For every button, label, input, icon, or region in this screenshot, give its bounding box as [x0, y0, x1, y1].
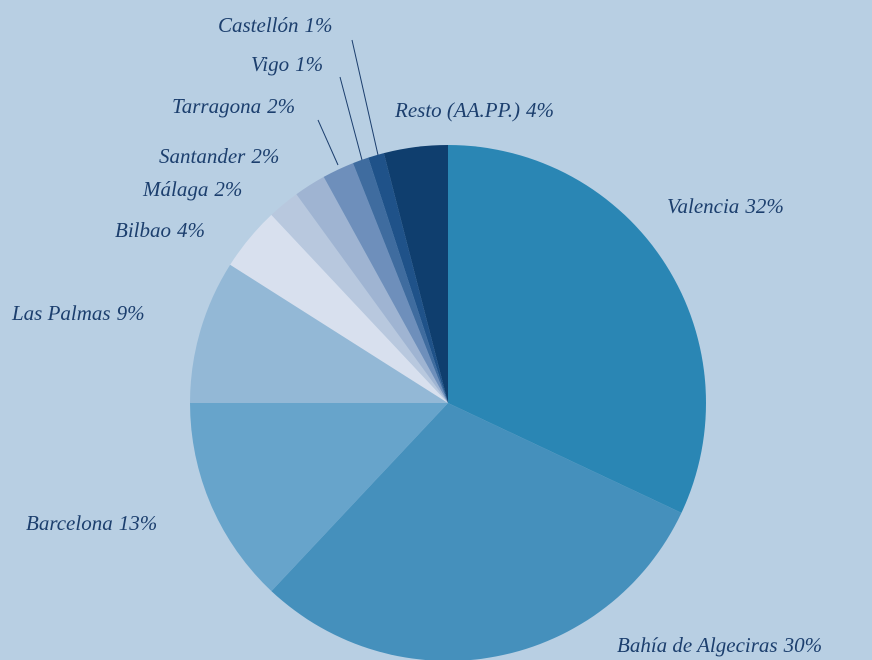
slice-label: Vigo 1%	[251, 52, 323, 76]
pie-slice	[448, 145, 706, 513]
slice-name: Castellón	[218, 13, 299, 37]
slice-name: Barcelona	[26, 511, 113, 535]
leader-line	[339, 76, 363, 161]
pie-slice	[190, 264, 448, 403]
slice-label: Resto (AA.PP.) 4%	[394, 98, 554, 122]
slice-value: 32%	[744, 194, 784, 218]
slice-value: 30%	[783, 633, 823, 657]
slice-value: 1%	[305, 13, 333, 37]
slice-label: Castellón 1%	[218, 13, 333, 37]
slice-value: 2%	[214, 177, 242, 201]
pie-slice	[190, 403, 448, 592]
slice-label: Barcelona 13%	[26, 511, 157, 535]
pie-slice	[353, 157, 448, 403]
slice-name: Resto (AA.PP.)	[394, 98, 520, 122]
slice-label: Las Palmas 9%	[11, 301, 145, 325]
slice-value: 4%	[526, 98, 554, 122]
slice-name: Santander	[159, 144, 246, 168]
slice-name: Bilbao	[115, 218, 171, 242]
slice-value: 1%	[295, 52, 323, 76]
slice-name: Tarragona	[172, 94, 261, 118]
pie-slice	[323, 163, 448, 403]
slice-label: Valencia 32%	[667, 194, 784, 218]
slice-label: Málaga 2%	[142, 177, 242, 201]
leader-line	[351, 39, 379, 156]
slice-value: 4%	[177, 218, 205, 242]
slice-value: 2%	[267, 94, 295, 118]
slice-name: Valencia	[667, 194, 739, 218]
pie-slice	[296, 176, 448, 403]
slice-value: 13%	[119, 511, 158, 535]
slice-label: Santander 2%	[159, 144, 279, 168]
leader-line	[317, 119, 339, 166]
pie-slice	[368, 153, 448, 403]
pie-slice	[271, 194, 448, 403]
slice-name: Las Palmas	[11, 301, 111, 325]
slice-name: Vigo	[251, 52, 289, 76]
slice-value: 9%	[117, 301, 145, 325]
slice-label: Bilbao 4%	[115, 218, 205, 242]
pie-slice	[383, 145, 448, 403]
slice-label: Bahía de Algeciras 30%	[617, 633, 822, 657]
slice-name: Málaga	[142, 177, 208, 201]
slice-name: Bahía de Algeciras	[617, 633, 778, 657]
pie-slice	[271, 403, 682, 660]
slice-label: Tarragona 2%	[172, 94, 295, 118]
pie-slice	[230, 214, 448, 403]
slice-value: 2%	[251, 144, 279, 168]
